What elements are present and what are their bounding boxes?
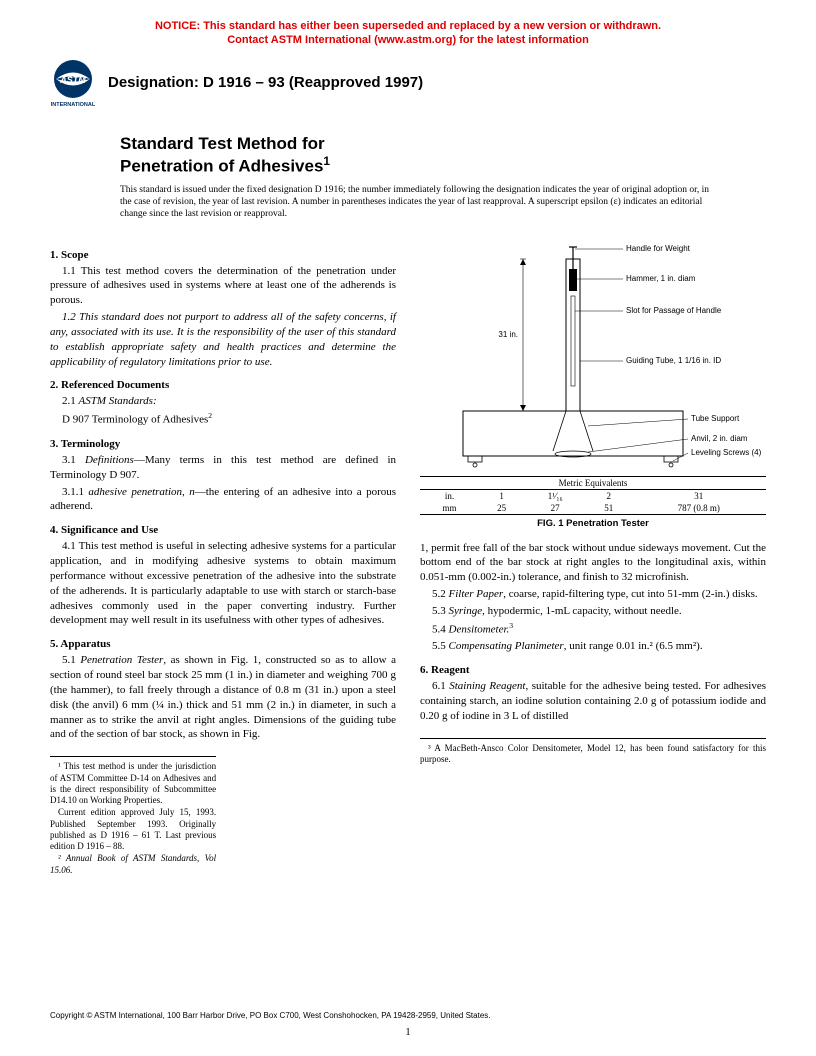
sig-p1: 4.1 This test method is useful in select… [50, 539, 396, 628]
metric-row-in: in. 1 1¹⁄₁₆ 2 31 [420, 489, 766, 502]
astm-logo: ASTM INTERNATIONAL [50, 58, 96, 108]
title-l2: Penetration of Adhesives [120, 157, 323, 176]
app-p1: 5.1 Penetration Tester, as shown in Fig.… [50, 653, 396, 742]
svg-text:Guiding Tube, 1 1/16 in. ID: Guiding Tube, 1 1/16 in. ID [626, 356, 721, 365]
fn3: ³ A MacBeth-Ansco Color Densitometer, Mo… [420, 743, 766, 766]
svg-text:31 in.: 31 in. [498, 330, 518, 339]
term-p2: 3.1.1 adhesive penetration, n—the enteri… [50, 485, 396, 515]
title: Standard Test Method for Penetration of … [120, 134, 766, 177]
body-columns: 1. Scope 1.1 This test method covers the… [50, 239, 766, 877]
header: ASTM INTERNATIONAL Designation: D 1916 –… [50, 58, 766, 108]
designation: Designation: D 1916 – 93 (Reapproved 199… [108, 74, 423, 91]
term-head: 3. Terminology [50, 438, 396, 450]
issuance-note: This standard is issued under the fixed … [120, 185, 716, 221]
penetration-tester-diagram: 31 in. Handle for Weight Hammer, 1 in. d… [420, 241, 766, 471]
notice-l2: Contact ASTM International (www.astm.org… [227, 34, 589, 46]
refdocs-p2: D 907 Terminology of Adhesives2 [50, 411, 396, 428]
app-p2: 5.2 Filter Paper, coarse, rapid-filterin… [420, 587, 766, 602]
app-p5: 5.5 Compensating Planimeter, unit range … [420, 639, 766, 654]
svg-text:Hammer, 1 in. diam: Hammer, 1 in. diam [626, 274, 696, 283]
notice-banner: NOTICE: This standard has either been su… [50, 20, 766, 48]
reagent-head: 6. Reagent [420, 664, 766, 676]
svg-text:INTERNATIONAL: INTERNATIONAL [51, 102, 96, 108]
svg-text:Leveling Screws (4): Leveling Screws (4) [691, 448, 762, 457]
footnotes-left: ¹ This test method is under the jurisdic… [50, 756, 216, 876]
page-number: 1 [0, 1026, 816, 1038]
fig1-caption: FIG. 1 Penetration Tester [420, 518, 766, 529]
svg-text:Anvil, 2 in. diam: Anvil, 2 in. diam [691, 434, 748, 443]
notice-l1: NOTICE: This standard has either been su… [155, 20, 661, 32]
app-p1b: 1, permit free fall of the bar stock wit… [420, 541, 766, 586]
metric-row-mm: mm 25 27 51 787 (0.8 m) [420, 502, 766, 515]
svg-text:Slot for Passage of Handle: Slot for Passage of Handle [626, 306, 722, 315]
title-sup: 1 [323, 154, 330, 168]
fn2: ² Annual Book of ASTM Standards, Vol 15.… [50, 853, 216, 876]
fn1b: Current edition approved July 15, 1993. … [50, 807, 216, 852]
sig-head: 4. Significance and Use [50, 524, 396, 536]
svg-text:Tube Support: Tube Support [691, 414, 740, 423]
reagent-p1: 6.1 Staining Reagent, suitable for the a… [420, 679, 766, 724]
refdocs-head: 2. Referenced Documents [50, 379, 396, 391]
term-p1: 3.1 Definitions—Many terms in this test … [50, 453, 396, 483]
app-p4: 5.4 Densitometer.3 [420, 621, 766, 638]
footnotes-right: ³ A MacBeth-Ansco Color Densitometer, Mo… [420, 738, 766, 766]
svg-text:ASTM: ASTM [59, 75, 86, 85]
app-p3: 5.3 Syringe, hypodermic, 1-mL capacity, … [420, 604, 766, 619]
right-column: 31 in. Handle for Weight Hammer, 1 in. d… [420, 239, 766, 877]
left-column: 1. Scope 1.1 This test method covers the… [50, 239, 396, 877]
title-l1: Standard Test Method for [120, 134, 325, 153]
svg-text:Handle for Weight: Handle for Weight [626, 244, 691, 253]
metric-equiv-table: Metric Equivalents in. 1 1¹⁄₁₆ 2 31 mm 2… [420, 476, 766, 515]
scope-head: 1. Scope [50, 249, 396, 261]
fn1: ¹ This test method is under the jurisdic… [50, 761, 216, 806]
figure-1: 31 in. Handle for Weight Hammer, 1 in. d… [420, 241, 766, 529]
copyright: Copyright © ASTM International, 100 Barr… [50, 1011, 766, 1020]
app-head: 5. Apparatus [50, 638, 396, 650]
refdocs-p1: 2.1 ASTM Standards: [50, 394, 396, 409]
scope-p1: 1.1 This test method covers the determin… [50, 264, 396, 309]
scope-p2: 1.2 This standard does not purport to ad… [50, 310, 396, 369]
